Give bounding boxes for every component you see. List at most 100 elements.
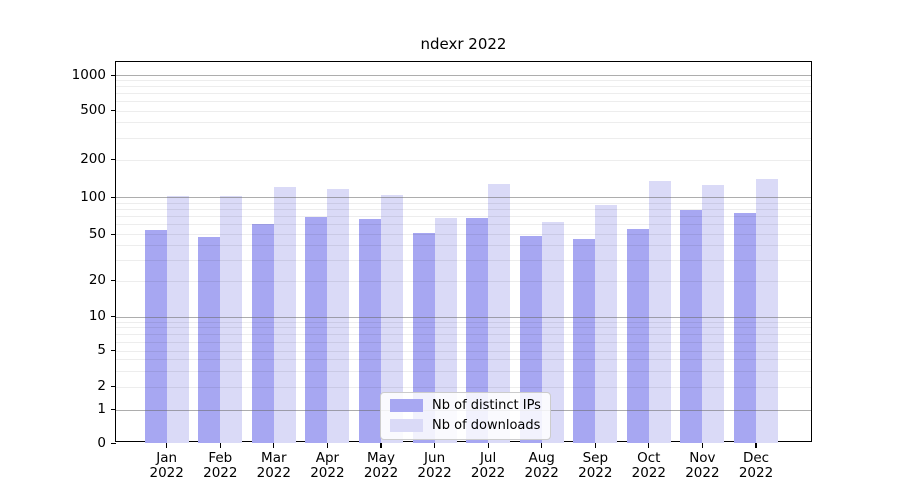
gridline-minor bbox=[116, 202, 811, 204]
bar-downloads bbox=[541, 221, 564, 443]
gridline-minor bbox=[116, 350, 811, 352]
y-tick-mark bbox=[111, 74, 116, 76]
gridline-minor bbox=[116, 224, 811, 226]
y-tick-mark bbox=[111, 280, 116, 282]
x-tick-mark bbox=[326, 443, 329, 448]
x-tick-label: Nov 2022 bbox=[685, 450, 720, 481]
bar-downloads bbox=[273, 186, 296, 443]
bar-distinct-ips bbox=[734, 213, 756, 443]
gridline-minor bbox=[116, 341, 811, 343]
gridline-minor bbox=[116, 321, 811, 323]
gridline-minor bbox=[116, 159, 811, 161]
bar-distinct-ips bbox=[519, 236, 542, 443]
gridline-minor bbox=[116, 101, 811, 103]
gridline-minor bbox=[116, 259, 811, 261]
y-tick-label: 0 bbox=[97, 434, 106, 451]
bar-downloads bbox=[702, 184, 725, 443]
bar-distinct-ips bbox=[412, 232, 435, 443]
gridline-minor bbox=[116, 386, 811, 388]
bar-downloads bbox=[327, 188, 350, 443]
bar-downloads bbox=[381, 194, 403, 443]
bar-distinct-ips bbox=[305, 216, 328, 443]
x-tick-label: Feb 2022 bbox=[203, 450, 238, 481]
bar-downloads bbox=[648, 180, 671, 443]
y-tick-mark bbox=[111, 110, 116, 112]
gridline-minor bbox=[116, 93, 811, 95]
bar-distinct-ips bbox=[251, 224, 274, 443]
gridline-major bbox=[116, 197, 811, 198]
gridline-minor bbox=[116, 234, 811, 235]
legend-item-distinct-ips: Nb of distinct IPs bbox=[390, 398, 541, 413]
legend-swatch bbox=[390, 399, 423, 412]
x-tick-mark bbox=[487, 443, 489, 448]
x-tick-label: Jan 2022 bbox=[149, 450, 184, 481]
gridline-minor bbox=[116, 245, 811, 247]
x-tick-label: Dec 2022 bbox=[738, 450, 774, 481]
bar-distinct-ips bbox=[144, 229, 167, 443]
gridline-minor bbox=[116, 280, 811, 282]
y-tick-label: 50 bbox=[88, 225, 106, 242]
y-tick-mark bbox=[111, 409, 116, 411]
y-tick-label: 2 bbox=[97, 378, 106, 394]
y-tick-label: 1000 bbox=[71, 66, 106, 83]
legend-item-downloads: Nb of downloads bbox=[390, 418, 541, 433]
chart-title: ndexr 2022 bbox=[420, 35, 507, 53]
x-tick-mark bbox=[594, 443, 596, 448]
gridline-minor bbox=[116, 137, 811, 139]
gridline-minor bbox=[116, 359, 811, 361]
x-tick-mark bbox=[219, 443, 221, 448]
y-tick-mark bbox=[111, 386, 116, 388]
bar-downloads bbox=[220, 195, 243, 443]
plot-area: Nb of distinct IPs Nb of downloads 0 1 2 5 1… bbox=[72, 61, 812, 481]
x-tick-label: Jun 2022 bbox=[417, 450, 452, 481]
y-tick-mark bbox=[111, 196, 116, 198]
gridline-major bbox=[116, 75, 811, 76]
bar-downloads bbox=[488, 184, 511, 443]
x-tick-label: Sep 2022 bbox=[578, 450, 613, 481]
x-tick-mark bbox=[380, 443, 382, 448]
x-tick-mark bbox=[701, 443, 704, 448]
y-tick-label: 1 bbox=[97, 401, 106, 417]
x-tick-mark bbox=[541, 443, 543, 448]
x-tick-label: Mar 2022 bbox=[256, 450, 291, 481]
y-tick-mark bbox=[111, 316, 116, 318]
gridline-minor bbox=[116, 110, 811, 112]
y-tick-label: 10 bbox=[88, 308, 106, 324]
bar-downloads bbox=[756, 179, 778, 443]
y-tick-mark bbox=[111, 233, 116, 235]
y-tick-label: 5 bbox=[97, 342, 106, 358]
gridline-minor bbox=[116, 216, 811, 217]
y-tick-label: 20 bbox=[88, 272, 106, 288]
legend-label: Nb of downloads bbox=[432, 418, 541, 433]
x-tick-label: Apr 2022 bbox=[310, 450, 345, 481]
x-tick-label: Oct 2022 bbox=[631, 450, 666, 481]
y-tick-label: 100 bbox=[80, 188, 106, 205]
x-tick-label: Jul 2022 bbox=[470, 450, 506, 481]
bar-distinct-ips bbox=[626, 228, 649, 443]
gridline-minor bbox=[116, 334, 811, 335]
y-tick-mark bbox=[111, 350, 116, 352]
x-tick-mark bbox=[433, 443, 436, 448]
gridline-minor bbox=[116, 122, 811, 124]
y-tick-mark bbox=[111, 442, 116, 444]
x-tick-mark bbox=[648, 443, 650, 448]
x-tick-label: Aug 2022 bbox=[524, 450, 559, 481]
legend-label: Nb of distinct IPs bbox=[432, 398, 541, 413]
bar-distinct-ips bbox=[198, 237, 221, 443]
x-tick-mark bbox=[166, 443, 168, 448]
gridline-minor bbox=[116, 327, 811, 329]
bar-downloads bbox=[434, 218, 457, 443]
legend-swatch bbox=[390, 419, 423, 432]
gridline-minor bbox=[116, 208, 811, 210]
gridline-minor bbox=[116, 370, 811, 372]
bar-downloads bbox=[166, 195, 189, 443]
bar-downloads bbox=[595, 205, 618, 443]
y-tick-label: 200 bbox=[80, 151, 106, 167]
legend: Nb of distinct IPs Nb of downloads bbox=[380, 392, 551, 440]
bar-distinct-ips bbox=[680, 210, 703, 443]
x-tick-mark bbox=[755, 443, 757, 448]
gridline-major bbox=[116, 316, 811, 318]
x-tick-label: May 2022 bbox=[363, 450, 399, 481]
bar-distinct-ips bbox=[359, 219, 381, 443]
